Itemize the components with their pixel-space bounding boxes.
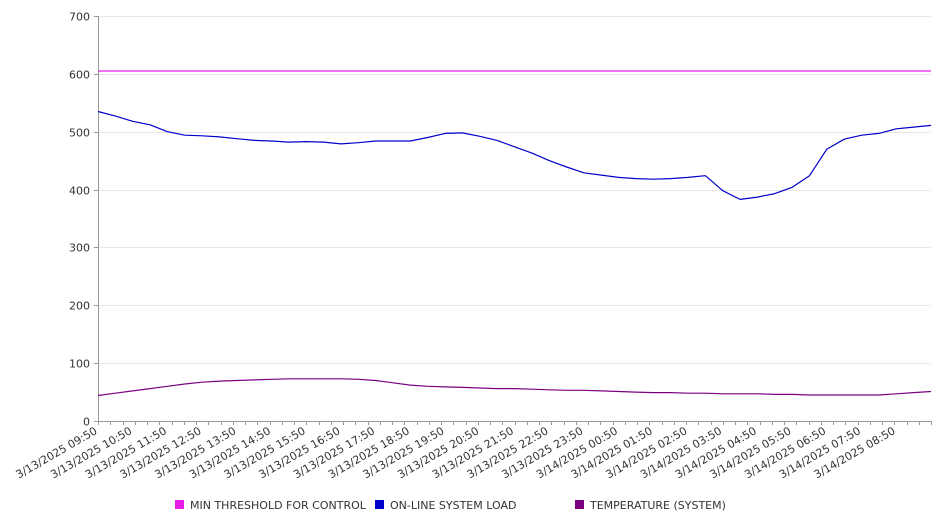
series-line-on-line-system-load	[97, 110, 932, 200]
y-tick-label: 200	[69, 300, 90, 313]
y-tick-label: 100	[69, 358, 90, 371]
y-tick-label: 0	[83, 416, 90, 429]
y-tick-label: 700	[69, 11, 90, 24]
y-tick-label: 500	[69, 127, 90, 140]
y-tick-label: 600	[69, 69, 90, 82]
legend: MIN THRESHOLD FOR CONTROL ON-LINE SYSTEM …	[175, 499, 726, 512]
series-line-temperature-system	[97, 378, 932, 397]
axes: 0 100 200 300 400 500 600 700	[69, 11, 932, 429]
y-tick-label: 400	[69, 185, 90, 198]
legend-swatch	[375, 500, 384, 509]
legend-swatch	[175, 500, 184, 509]
legend-label: TEMPERATURE (SYSTEM)	[589, 499, 726, 512]
x-tick-labels: 3/13/2025 09:503/13/2025 10:503/13/2025 …	[14, 424, 898, 481]
legend-item: MIN THRESHOLD FOR CONTROL	[175, 499, 367, 512]
series-layer	[97, 70, 932, 397]
y-tick-label: 300	[69, 242, 90, 255]
legend-label: MIN THRESHOLD FOR CONTROL	[190, 499, 367, 512]
grid	[98, 16, 931, 364]
legend-label: ON-LINE SYSTEM LOAD	[390, 499, 516, 512]
legend-item: ON-LINE SYSTEM LOAD	[375, 499, 516, 512]
legend-item: TEMPERATURE (SYSTEM)	[575, 499, 726, 512]
legend-swatch	[575, 500, 584, 509]
